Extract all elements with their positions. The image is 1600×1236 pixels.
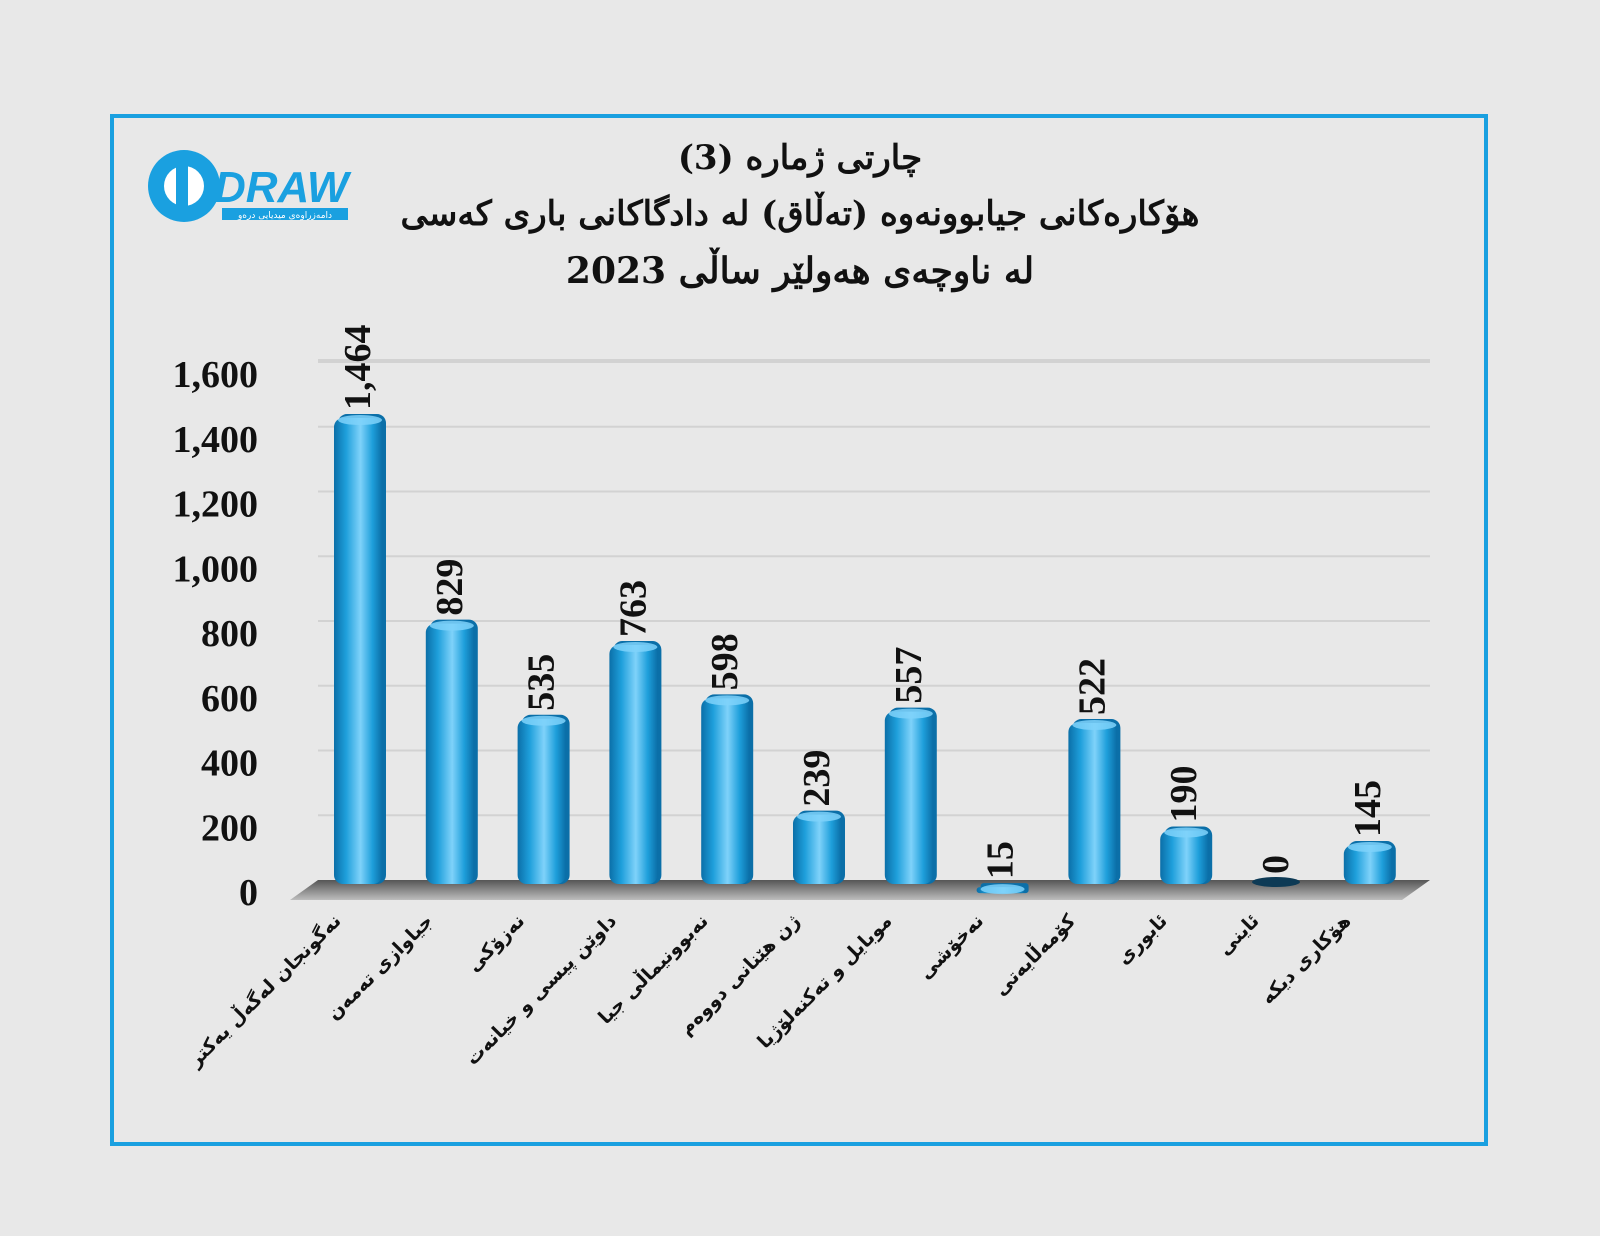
x-category-label: کۆمەڵایەتی xyxy=(988,908,1080,1000)
draw-logo: DRAW دامەزراوەی میدیایی درەو xyxy=(148,150,352,222)
bar-body xyxy=(884,711,933,884)
chart-title-line-2: هۆکارەکانی جیابوونەوە (تەڵاق) لە دادگاکا… xyxy=(400,194,1200,234)
bar xyxy=(609,640,662,884)
bar-body xyxy=(793,814,841,884)
chart-floor xyxy=(290,880,1430,900)
bar-value-label: 190 xyxy=(1163,765,1205,822)
y-tick-label: 1,600 xyxy=(173,354,259,396)
bar xyxy=(425,619,478,884)
x-category-label: نەگونجان لەگەڵ یەکتر xyxy=(183,909,346,1072)
bar-top-cap xyxy=(1347,842,1392,853)
bar-body xyxy=(701,698,750,884)
y-axis-labels: 0 200 400 600 800 1,000 1,200 1,400 1,600 xyxy=(173,354,259,914)
bar-zero-cap xyxy=(1252,877,1300,887)
bar-top-cap xyxy=(797,811,841,822)
x-category-label: نەزۆکی xyxy=(463,910,529,976)
x-category-label: نەخۆشی xyxy=(914,910,988,984)
y-tick-label: 400 xyxy=(201,743,258,785)
y-tick-label: 200 xyxy=(201,807,258,849)
x-category-label: هۆکاری دیکە xyxy=(1257,910,1356,1009)
bar-value-label: 522 xyxy=(1071,658,1113,715)
bar-top-cap xyxy=(888,708,933,719)
x-category-label: ئابوری xyxy=(1113,910,1172,969)
bar-value-label: 829 xyxy=(429,559,471,616)
bar-value-label: 557 xyxy=(888,647,930,704)
gridlines xyxy=(318,359,1430,817)
bar-value-label: 15 xyxy=(980,841,1022,879)
bar xyxy=(884,707,937,884)
bar xyxy=(1160,826,1213,884)
bar xyxy=(1252,877,1300,887)
bar-top-cap xyxy=(980,884,1025,895)
floor-slab xyxy=(290,880,1430,900)
y-tick-label: 1,200 xyxy=(173,484,259,526)
bar-body xyxy=(425,623,474,884)
bar-body xyxy=(334,418,382,884)
bar-value-label: 598 xyxy=(704,633,746,690)
y-tick-label: 800 xyxy=(201,613,258,655)
bar-body xyxy=(1068,723,1117,884)
bar xyxy=(1068,719,1121,884)
bar-value-label: 1,464 xyxy=(337,325,379,411)
bar xyxy=(793,810,845,884)
bar-body xyxy=(517,718,566,884)
y-tick-label: 1,000 xyxy=(173,548,259,590)
bar-value-label: 145 xyxy=(1347,780,1389,837)
bar xyxy=(517,714,570,884)
bars xyxy=(334,414,1396,895)
bar xyxy=(701,694,754,884)
bar-value-label: 0 xyxy=(1255,855,1297,874)
bar-value-label: 763 xyxy=(612,580,654,637)
value-labels: 1,464 829 535 763 598 239 557 15 522 190 0 145 xyxy=(337,325,1389,880)
bar-top-cap xyxy=(705,695,750,706)
chart-title-line-1: چارتی ژمارە (3) xyxy=(677,138,923,178)
bar-top-cap xyxy=(338,415,382,426)
bar-top-cap xyxy=(521,715,566,726)
bar xyxy=(1343,841,1396,884)
chart-title-line-3: لە ناوچەی هەولێر ساڵی 2023 xyxy=(565,250,1035,292)
y-tick-label: 600 xyxy=(201,678,258,720)
bar-top-cap xyxy=(1164,827,1209,838)
x-category-label: ئاینی xyxy=(1214,910,1264,960)
logo-tagline: دامەزراوەی میدیایی درەو xyxy=(237,211,332,221)
bar-value-label: 239 xyxy=(796,750,838,807)
bar-body xyxy=(1343,845,1392,884)
bar-top-cap xyxy=(429,620,474,631)
bar xyxy=(976,883,1029,895)
y-tick-label: 1,400 xyxy=(173,419,259,461)
bar-body xyxy=(609,644,658,884)
bar xyxy=(334,414,386,884)
bar-top-cap xyxy=(613,641,658,652)
bar-value-label: 535 xyxy=(521,654,563,711)
y-tick-label: 0 xyxy=(239,872,258,914)
x-category-label: داوێن پیسی و خیانەت xyxy=(461,910,621,1070)
bar-body xyxy=(1160,830,1209,884)
logo-wordmark: DRAW xyxy=(214,163,352,212)
bar-top-cap xyxy=(1072,720,1117,731)
